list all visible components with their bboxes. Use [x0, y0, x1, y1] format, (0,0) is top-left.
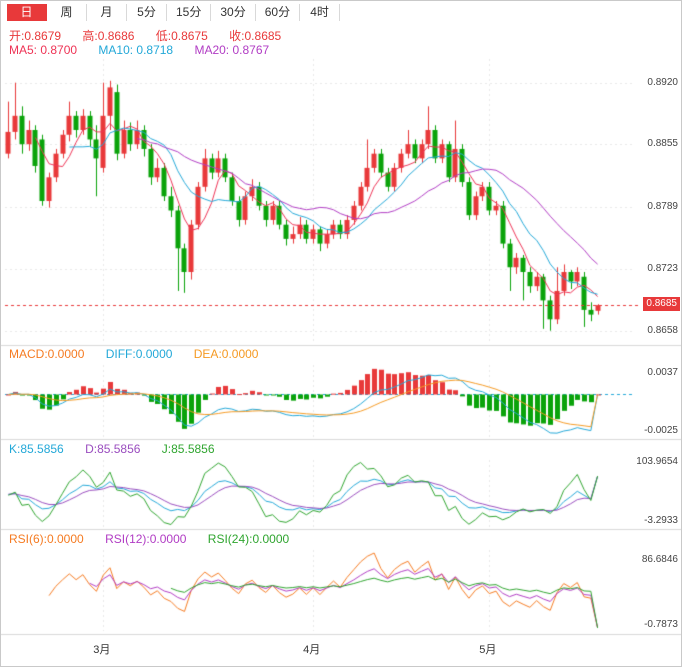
price-axis-label: 0.8855	[647, 138, 678, 150]
tab-60min[interactable]: 60分	[255, 4, 301, 21]
high-readout: 高:0.8686	[82, 29, 135, 43]
k-value-readout: K:85.5856	[9, 442, 64, 456]
tab-month[interactable]: 月	[87, 4, 127, 21]
ma20-readout: MA20: 0.8767	[194, 43, 270, 57]
low-readout: 低:0.8675	[155, 29, 208, 43]
dea-value-readout: DEA:0.0000	[193, 347, 259, 361]
month-label: 4月	[303, 644, 321, 656]
tab-15min[interactable]: 15分	[167, 4, 212, 21]
macd-axis-high: 0.0037	[647, 367, 678, 378]
d-value-readout: D:85.5856	[85, 442, 141, 456]
price-axis-label: 0.8920	[647, 76, 678, 88]
kdj-axis-low: -3.2933	[644, 515, 678, 526]
ma10-readout: MA10: 0.8718	[98, 43, 174, 57]
macd-value-readout: MACD:0.0000	[9, 347, 85, 361]
j-value-readout: J:85.5856	[161, 442, 215, 456]
ma-readout: MA5: 0.8700 MA10: 0.8718 MA20: 0.8767	[9, 43, 287, 57]
kdj-axis-high: 103.9654	[636, 456, 678, 467]
rsi-readout: RSI(6):0.0000 RSI(12):0.0000 RSI(24):0.0…	[9, 532, 307, 546]
close-readout: 收:0.8685	[229, 29, 282, 43]
price-axis-label: 0.8789	[647, 200, 678, 212]
period-tabbar: 日 周 月 5分 15分 30分 60分 4时	[7, 4, 341, 21]
tab-week[interactable]: 周	[47, 4, 87, 21]
diff-value-readout: DIFF:0.0000	[105, 347, 173, 361]
month-label: 3月	[93, 644, 111, 656]
rsi6-value-readout: RSI(6):0.0000	[9, 532, 84, 546]
rsi12-value-readout: RSI(12):0.0000	[105, 532, 187, 546]
tab-30min[interactable]: 30分	[211, 4, 256, 21]
rsi-axis-low: -0.7873	[644, 619, 678, 630]
ohlc-readout: 开:0.8679 高:0.8686 低:0.8675 收:0.8685	[9, 27, 299, 44]
open-readout: 开:0.8679	[9, 29, 62, 43]
price-axis-label: 0.8723	[647, 263, 678, 275]
macd-readout: MACD:0.0000 DIFF:0.0000 DEA:0.0000	[9, 347, 276, 361]
kdj-readout: K:85.5856 D:85.5856 J:85.5856	[9, 442, 233, 456]
rsi24-value-readout: RSI(24):0.0000	[207, 532, 290, 546]
macd-axis-low: -0.0025	[644, 425, 678, 436]
tab-4hour[interactable]: 4时	[300, 4, 341, 21]
price-axis-label: 0.8658	[647, 324, 678, 336]
month-label: 5月	[479, 644, 497, 656]
current-price-badge: 0.8685	[643, 297, 680, 312]
rsi-axis-high: 86.6846	[641, 554, 678, 565]
tab-day[interactable]: 日	[7, 4, 47, 21]
tab-5min[interactable]: 5分	[127, 4, 167, 21]
ma5-readout: MA5: 0.8700	[9, 43, 78, 57]
